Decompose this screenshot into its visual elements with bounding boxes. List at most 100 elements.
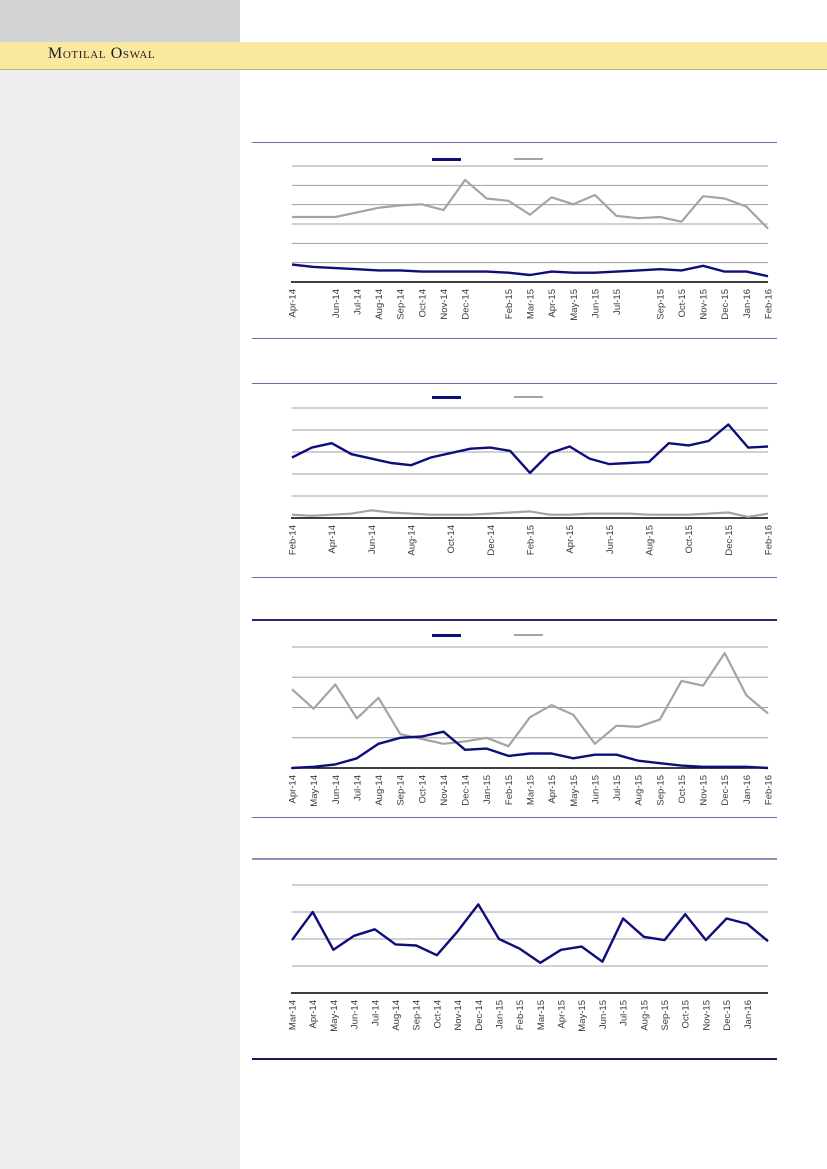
x-axis-label: Jan-15 <box>482 775 493 804</box>
x-axis-label: May-15 <box>577 1000 588 1032</box>
x-axis-label: Dec-14 <box>474 1000 485 1031</box>
legend-swatch-gray <box>514 634 543 636</box>
x-axis-label: Nov-15 <box>699 775 710 806</box>
x-axis-label: Dec-15 <box>720 289 731 320</box>
legend-swatch-navy <box>432 158 461 161</box>
x-axis-label: Jul-14 <box>352 775 363 801</box>
x-axis-label: Aug-14 <box>374 289 385 320</box>
x-axis-label: Feb-15 <box>504 289 515 319</box>
x-axis-label: Feb-16 <box>764 525 775 555</box>
x-axis-label: Feb-15 <box>504 775 515 805</box>
x-axis-label: Oct-15 <box>677 289 688 318</box>
x-axis-label: Jun-15 <box>598 1000 609 1029</box>
x-axis-label: Nov-15 <box>701 1000 712 1031</box>
x-axis-label: May-15 <box>569 775 580 807</box>
x-axis-label: Apr-14 <box>288 775 299 804</box>
x-axis-label: Jul-15 <box>612 775 623 801</box>
x-axis-label: Oct-14 <box>446 525 457 554</box>
x-axis-label: Apr-15 <box>547 775 558 804</box>
x-axis-label: May-14 <box>309 775 320 807</box>
legend-swatch-gray <box>514 158 543 160</box>
gray-series-line <box>291 509 769 518</box>
x-axis-label: Jul-15 <box>612 289 623 315</box>
x-axis-label: Aug-14 <box>407 525 418 556</box>
legend-swatch-navy <box>432 396 461 399</box>
chart-1-line-chart: Apr-14 Jun-14 Jul-14 Aug-14 Sep-14 Oct-14 Nov-… <box>252 142 777 339</box>
x-axis-label: Oct-15 <box>681 1000 692 1029</box>
x-axis-label: Dec-14 <box>461 289 472 320</box>
x-axis-label: Apr-15 <box>557 1000 568 1029</box>
x-axis-label: Oct-15 <box>684 525 695 554</box>
x-axis-label: Feb-15 <box>526 525 537 555</box>
x-axis-label: Mar-15 <box>526 775 537 805</box>
x-axis-label: Apr-15 <box>547 289 558 318</box>
chart-canvas: Feb-14 Apr-14 Jun-14 Aug-14 Oct-14 Dec-14 Feb-… <box>288 407 775 556</box>
x-axis-label: Jun-15 <box>590 289 601 318</box>
x-axis-label: Jun-15 <box>605 525 616 554</box>
gray-series-line <box>292 178 769 230</box>
x-axis-label: Jan-16 <box>742 289 753 318</box>
navy-series-line <box>291 423 769 475</box>
x-axis-label: May-14 <box>329 1000 340 1032</box>
x-axis-label: Mar-15 <box>536 1000 547 1030</box>
gray-series-line <box>291 651 769 748</box>
x-axis-label: Feb-15 <box>515 1000 526 1030</box>
legend-swatch-gray <box>514 396 543 398</box>
x-axis-label: Apr-15 <box>565 525 576 554</box>
x-axis-label: Dec-15 <box>722 1000 733 1031</box>
navy-series-line <box>291 263 769 278</box>
x-axis-label: May-15 <box>569 289 580 321</box>
header-gray-block <box>0 0 240 42</box>
x-axis-label: Nov-15 <box>699 289 710 320</box>
x-axis-label: Aug-15 <box>634 775 645 806</box>
x-axis-label: Apr-14 <box>308 1000 319 1029</box>
x-axis-label: Aug-14 <box>374 775 385 806</box>
x-axis-label: Sep-14 <box>396 775 407 806</box>
charts-column: Apr-14 Jun-14 Jul-14 Aug-14 Sep-14 Oct-14 Nov-… <box>252 0 777 1169</box>
chart-canvas: Apr-14 Jun-14 Jul-14 Aug-14 Sep-14 Oct-14 Nov-… <box>288 165 775 321</box>
x-axis-label: Jan-15 <box>494 1000 505 1029</box>
x-axis-label: Aug-14 <box>391 1000 402 1031</box>
navy-series-line <box>291 903 769 965</box>
x-axis-label: Apr-14 <box>327 525 338 554</box>
x-axis-label: Oct-14 <box>417 289 428 318</box>
x-axis-label: Apr-14 <box>288 289 299 318</box>
chart-canvas: Mar-14 Apr-14 May-14 Jun-14 Jul-14 Aug-14 Sep-… <box>288 884 769 1032</box>
x-axis-label: Dec-14 <box>486 525 497 556</box>
x-axis-label: Jun-14 <box>367 525 378 554</box>
x-axis-label: Jun-15 <box>590 775 601 804</box>
x-axis-label: Dec-15 <box>720 775 731 806</box>
x-axis-label: Sep-15 <box>655 289 666 320</box>
chart-3-line-chart: Apr-14 May-14 Jun-14 Jul-14 Aug-14 Sep-14 Oct-… <box>252 619 777 818</box>
x-axis-label: Sep-14 <box>396 289 407 320</box>
chart-2-line-chart: Feb-14 Apr-14 Jun-14 Aug-14 Oct-14 Dec-14 Feb-… <box>252 383 777 578</box>
x-axis-label: Sep-14 <box>412 1000 423 1031</box>
x-axis-label: Oct-15 <box>677 775 688 804</box>
x-axis-label: Nov-14 <box>439 775 450 806</box>
x-axis-label: Jun-14 <box>331 289 342 318</box>
legend-swatch-navy <box>432 634 461 637</box>
x-axis-label: Nov-14 <box>453 1000 464 1031</box>
left-sidebar <box>0 0 240 1169</box>
x-axis-label: Oct-14 <box>417 775 428 804</box>
x-axis-label: Jun-14 <box>331 775 342 804</box>
x-axis-label: Dec-14 <box>461 775 472 806</box>
x-axis-label: Dec-15 <box>724 525 735 556</box>
x-axis-label: Jul-14 <box>352 289 363 315</box>
x-axis-label: Jun-14 <box>350 1000 361 1029</box>
x-axis-label: Aug-15 <box>645 525 656 556</box>
x-axis-label: Jul-15 <box>619 1000 630 1026</box>
x-axis-label: Feb-14 <box>288 525 299 555</box>
x-axis-label: Nov-14 <box>439 289 450 320</box>
x-axis-label: Oct-14 <box>432 1000 443 1029</box>
brand-band: Motilal Oswal <box>0 42 827 70</box>
x-axis-label: Jul-14 <box>370 1000 381 1026</box>
x-axis-label: Mar-14 <box>288 1000 299 1030</box>
chart-4-line-chart: Mar-14 Apr-14 May-14 Jun-14 Jul-14 Aug-14 Sep-… <box>252 858 777 1060</box>
chart-canvas: Apr-14 May-14 Jun-14 Jul-14 Aug-14 Sep-14 Oct-… <box>288 646 775 807</box>
x-axis-label: Feb-16 <box>764 289 775 319</box>
x-axis-label: Feb-16 <box>764 775 775 805</box>
brand-logo-text: Motilal Oswal <box>48 45 156 62</box>
x-axis-label: Sep-15 <box>660 1000 671 1031</box>
